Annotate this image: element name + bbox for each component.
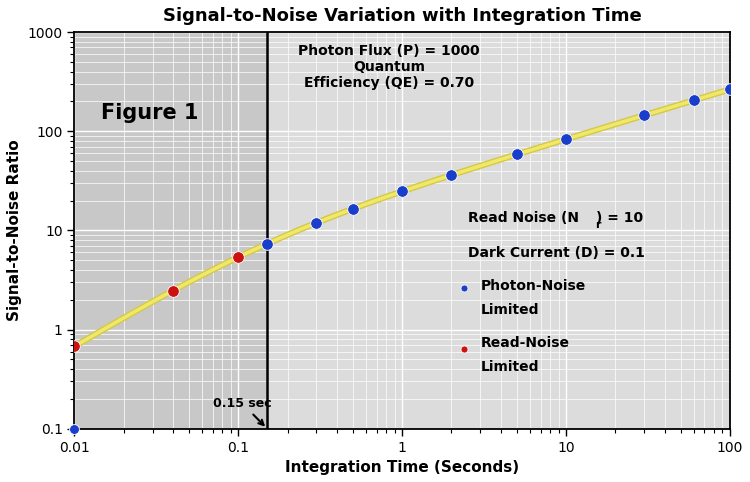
Text: Limited: Limited: [481, 360, 539, 374]
Text: Figure 1: Figure 1: [100, 104, 198, 123]
Point: [446, 171, 458, 179]
Point: [167, 287, 179, 295]
Point: [396, 187, 408, 195]
X-axis label: Integration Time (Seconds): Integration Time (Seconds): [285, 460, 519, 475]
Text: Photon-Noise: Photon-Noise: [481, 279, 586, 293]
Point: [638, 111, 650, 119]
Point: [68, 343, 80, 350]
Point: [511, 150, 523, 158]
Text: ) = 10: ) = 10: [596, 211, 643, 225]
Point: [724, 85, 736, 93]
Text: Limited: Limited: [481, 303, 539, 317]
Text: r: r: [596, 220, 601, 230]
Point: [688, 96, 700, 104]
Y-axis label: Signal-to-Noise Ratio: Signal-to-Noise Ratio: [7, 140, 22, 321]
Text: Photon Flux (P) = 1000
Quantum
Efficiency (QE) = 0.70: Photon Flux (P) = 1000 Quantum Efficienc…: [298, 44, 480, 90]
Text: Dark Current (D) = 0.1: Dark Current (D) = 0.1: [468, 246, 644, 260]
Point: [346, 205, 358, 213]
Bar: [267, 32, 730, 428]
Text: Read-Noise: Read-Noise: [481, 336, 570, 350]
Text: Read Noise (N: Read Noise (N: [468, 211, 579, 225]
Bar: [74, 32, 267, 428]
Point: [232, 254, 244, 261]
Title: Signal-to-Noise Variation with Integration Time: Signal-to-Noise Variation with Integrati…: [163, 7, 641, 25]
Point: [310, 219, 322, 227]
Text: 0.15 sec: 0.15 sec: [213, 397, 272, 425]
Point: [261, 240, 273, 248]
Point: [560, 135, 572, 143]
